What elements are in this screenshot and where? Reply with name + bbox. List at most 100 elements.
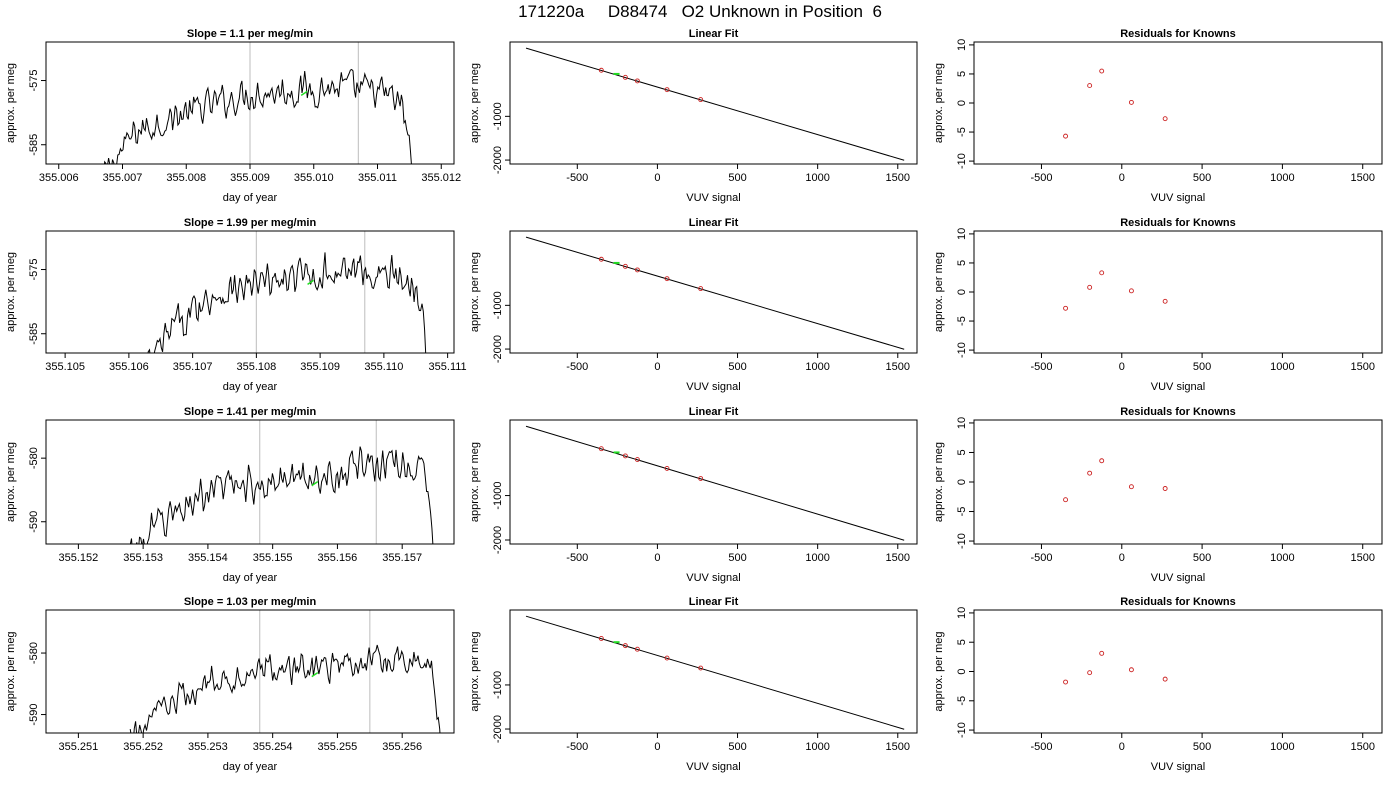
x-axis-label: day of year (223, 572, 278, 584)
residuals-panel-1: -500 0 500 1000 1500 10 5 0 -5 -10 Residuals for K… (933, 28, 1383, 204)
known-point (664, 655, 670, 661)
x-tick-label: 500 (1193, 741, 1211, 753)
x-tick-label: 1500 (1350, 552, 1374, 564)
plot-frame (973, 609, 1383, 734)
series-line (129, 644, 441, 733)
x-tick-label: 355.256 (382, 741, 422, 753)
known-point (634, 267, 640, 273)
x-tick-label: 1500 (1350, 172, 1374, 184)
known-point (598, 256, 604, 262)
x-tick-label: 355.255 (318, 741, 358, 753)
residual-point (1087, 670, 1093, 676)
unknown-marker (300, 90, 308, 96)
y-axis-label: approx. per meg (933, 442, 945, 522)
y-axis-label: approx. per meg (933, 252, 945, 332)
linear-fit-panel-3: -500 0 500 1000 1500 -1000 -2000 Linear Fit VUV … (469, 406, 918, 584)
y-tick-label: 10 (956, 417, 968, 429)
unknown-marker (311, 671, 319, 678)
x-tick-label: -500 (566, 741, 588, 753)
x-axis-label: VUV signal (1151, 572, 1205, 584)
y-axis-label: approx. per meg (933, 631, 945, 711)
residual-point (1063, 133, 1069, 139)
panel-title: Linear Fit (689, 217, 739, 229)
time-series-panel-1: 355.006 355.007 355.008 355.009 355.010 355.0… (5, 28, 461, 204)
residual-point (1063, 497, 1069, 503)
x-tick-label: 1500 (886, 741, 910, 753)
series-line (129, 446, 434, 544)
x-tick-label: -500 (566, 172, 588, 184)
x-tick-label: 355.156 (318, 552, 358, 564)
known-point (698, 665, 704, 671)
residual-point (1099, 650, 1105, 656)
known-point (622, 263, 628, 269)
panel-title: Residuals for Knowns (1120, 406, 1236, 418)
x-tick-label: 1000 (1270, 361, 1294, 373)
y-tick-label: -2000 (492, 715, 504, 743)
known-point (598, 446, 604, 452)
panel-title: Linear Fit (689, 406, 739, 418)
x-tick-label: -500 (566, 361, 588, 373)
x-tick-label: 355.251 (58, 741, 98, 753)
known-point (664, 465, 670, 471)
y-axis-label: approx. per meg (469, 442, 481, 522)
x-tick-label: -500 (566, 552, 588, 564)
y-tick-label: -10 (956, 533, 968, 549)
x-tick-label: -500 (1030, 741, 1052, 753)
y-tick-label: -1000 (492, 291, 504, 319)
y-tick-label: -5 (956, 316, 968, 326)
time-series-panel-4: 355.251 355.252 355.253 355.254 355.255 355.2… (5, 596, 455, 773)
linear-fit-panel-1: -500 0 500 1000 1500 -1000 -2000 Linear Fit VUV … (469, 28, 918, 204)
x-tick-label: 355.012 (421, 172, 461, 184)
known-point (698, 97, 704, 103)
series-line (147, 252, 427, 353)
y-tick-label: -10 (956, 722, 968, 738)
x-tick-label: 1000 (805, 741, 829, 753)
y-tick-label: 5 (956, 260, 968, 266)
x-tick-label: 0 (654, 172, 660, 184)
plot-frame (509, 609, 918, 734)
y-axis-label: approx. per meg (469, 63, 481, 143)
y-tick-label: -2000 (492, 526, 504, 554)
x-tick-label: 1500 (886, 172, 910, 184)
plot-frame (973, 419, 1383, 545)
x-tick-label: 355.110 (364, 361, 403, 373)
y-axis-label: approx. per meg (5, 442, 17, 522)
residual-point (1099, 68, 1105, 74)
y-tick-label: -590 (28, 704, 40, 726)
x-tick-label: 500 (728, 741, 746, 753)
x-tick-label: 355.006 (39, 172, 79, 184)
y-tick-label: -1000 (492, 102, 504, 130)
fit-line (525, 236, 905, 350)
y-tick-label: -2000 (492, 335, 504, 363)
residual-point (1162, 298, 1168, 304)
y-tick-label: -580 (28, 447, 40, 469)
x-tick-label: 500 (1193, 361, 1211, 373)
known-point (664, 87, 670, 93)
x-tick-label: 355.105 (45, 361, 85, 373)
residuals-panel-3: -500 0 500 1000 1500 10 5 0 -5 -10 Residuals for K… (933, 406, 1383, 584)
plot-frame (509, 419, 918, 545)
panel-title: Slope = 1.1 per meg/min (187, 28, 314, 40)
x-tick-label: 355.106 (109, 361, 149, 373)
panel-title: Linear Fit (689, 596, 739, 608)
panel-title: Slope = 1.03 per meg/min (184, 596, 317, 608)
x-tick-label: 1500 (1350, 741, 1374, 753)
x-tick-label: 355.107 (173, 361, 213, 373)
x-tick-label: 355.153 (123, 552, 163, 564)
y-axis-label: approx. per meg (5, 252, 17, 332)
known-point (634, 78, 640, 84)
x-tick-label: 355.111 (429, 361, 467, 373)
y-tick-label: 5 (956, 639, 968, 645)
x-axis-label: VUV signal (686, 192, 740, 204)
y-tick-label: -580 (28, 642, 40, 664)
time-series-panel-3: 355.152 355.153 355.154 355.155 355.156 355.1… (5, 406, 455, 584)
panel-title: Slope = 1.99 per meg/min (184, 217, 317, 229)
residual-point (1063, 305, 1069, 311)
y-tick-label: -1000 (492, 671, 504, 699)
x-tick-label: 355.109 (300, 361, 340, 373)
x-axis-label: VUV signal (686, 572, 740, 584)
y-tick-label: 0 (956, 479, 968, 485)
x-tick-label: 1000 (805, 361, 829, 373)
time-series-panel-2: 355.105 355.106 355.107 355.108 355.109 355.1… (5, 217, 467, 393)
